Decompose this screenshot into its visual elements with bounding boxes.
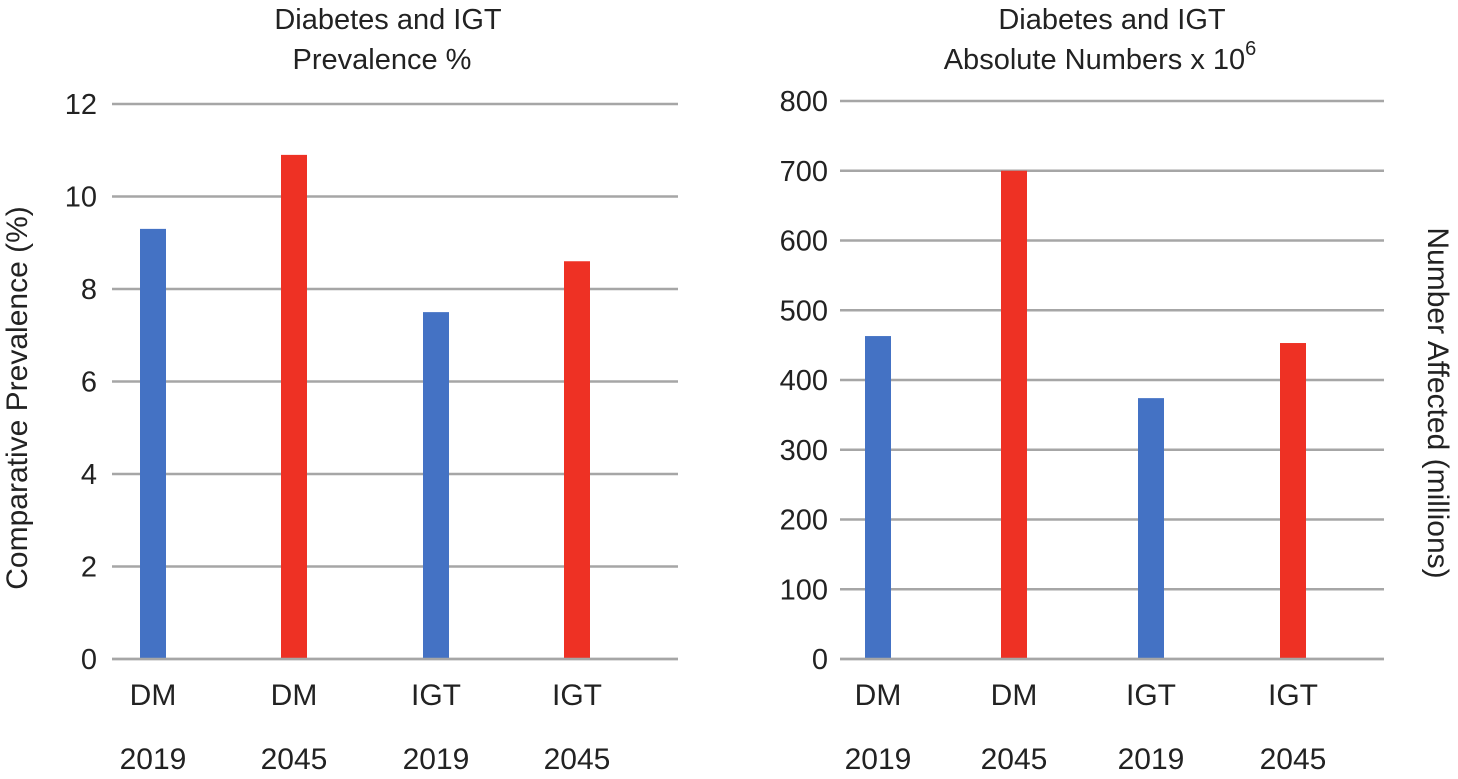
prevalence-gridlines <box>112 102 678 661</box>
prevalence-bar-igt-2019 <box>423 312 449 659</box>
absolute-y-tick-label: 100 <box>780 574 828 606</box>
prevalence-bars <box>112 154 678 661</box>
absolute-y-tick-label: 200 <box>780 505 828 537</box>
absolute-bar-igt-2045 <box>1280 343 1306 659</box>
absolute-numbers-chart: Diabetes and IGT Absolute Numbers x 106 … <box>780 4 1454 776</box>
absolute-chart-title-main: Absolute Numbers x 10 <box>944 44 1245 76</box>
absolute-chart-title-line-1: Diabetes and IGT <box>998 4 1226 36</box>
absolute-category-label: DM <box>855 679 902 712</box>
absolute-category-year-label: 2019 <box>845 743 912 776</box>
absolute-chart-title-line-2: Absolute Numbers x 106 <box>944 38 1257 76</box>
prevalence-category-label: IGT <box>411 679 461 712</box>
prevalence-category-label: DM <box>271 679 318 712</box>
absolute-bar-dm-2019 <box>865 336 891 659</box>
absolute-chart-title-exponent: 6 <box>1245 38 1256 60</box>
prevalence-category-year-label: 2045 <box>544 743 611 776</box>
prevalence-category-year-label: 2045 <box>261 743 328 776</box>
prevalence-y-tick-label: 6 <box>81 367 97 399</box>
absolute-y-tick-label: 300 <box>780 435 828 467</box>
absolute-category-label: DM <box>991 679 1038 712</box>
prevalence-chart-title-line-1: Diabetes and IGT <box>274 4 502 36</box>
prevalence-category-year-label: 2019 <box>120 743 187 776</box>
prevalence-y-axis-label: Comparative Prevalence (%) <box>1 206 34 589</box>
absolute-y-tick-label: 600 <box>780 226 828 258</box>
absolute-y-tick-label: 0 <box>812 644 828 676</box>
absolute-category-year-label: 2045 <box>1260 743 1327 776</box>
absolute-y-tick-label: 400 <box>780 365 828 397</box>
prevalence-y-tick-label: 4 <box>81 459 97 491</box>
prevalence-bar-dm-2019 <box>140 228 166 659</box>
prevalence-bar-igt-2045 <box>564 261 590 659</box>
prevalence-y-tick-label: 10 <box>65 182 97 214</box>
absolute-bar-dm-2045 <box>1001 170 1027 659</box>
absolute-category-label: IGT <box>1268 679 1318 712</box>
absolute-bar-igt-2019 <box>1138 398 1164 659</box>
absolute-category-year-label: 2019 <box>1118 743 1185 776</box>
prevalence-y-ticks: 0 2 4 6 8 10 12 <box>65 89 97 676</box>
prevalence-category-label: DM <box>130 679 177 712</box>
prevalence-bar-dm-2045 <box>281 154 307 659</box>
absolute-category-label: IGT <box>1126 679 1176 712</box>
absolute-y-tick-label: 500 <box>780 295 828 327</box>
prevalence-category-label: IGT <box>552 679 602 712</box>
prevalence-y-tick-label: 8 <box>81 274 97 306</box>
prevalence-y-tick-label: 0 <box>81 644 97 676</box>
absolute-bars <box>840 170 1384 661</box>
absolute-category-labels: DM 2019 DM 2045 IGT 2019 IGT 2045 <box>845 679 1327 776</box>
prevalence-chart: Diabetes and IGT Prevalence % Comparativ… <box>1 4 678 776</box>
absolute-y-tick-label: 700 <box>780 156 828 188</box>
prevalence-category-year-label: 2019 <box>403 743 470 776</box>
absolute-y-ticks: 0 100 200 300 400 500 600 700 800 <box>780 86 828 676</box>
absolute-y-axis-label: Number Affected (millions) <box>1421 227 1454 578</box>
prevalence-category-labels: DM 2019 DM 2045 IGT 2019 IGT 2045 <box>120 679 611 776</box>
absolute-y-tick-label: 800 <box>780 86 828 118</box>
prevalence-chart-title-line-2: Prevalence % <box>293 44 472 76</box>
prevalence-y-tick-label: 12 <box>65 89 97 121</box>
prevalence-y-tick-label: 2 <box>81 552 97 584</box>
absolute-category-year-label: 2045 <box>981 743 1048 776</box>
